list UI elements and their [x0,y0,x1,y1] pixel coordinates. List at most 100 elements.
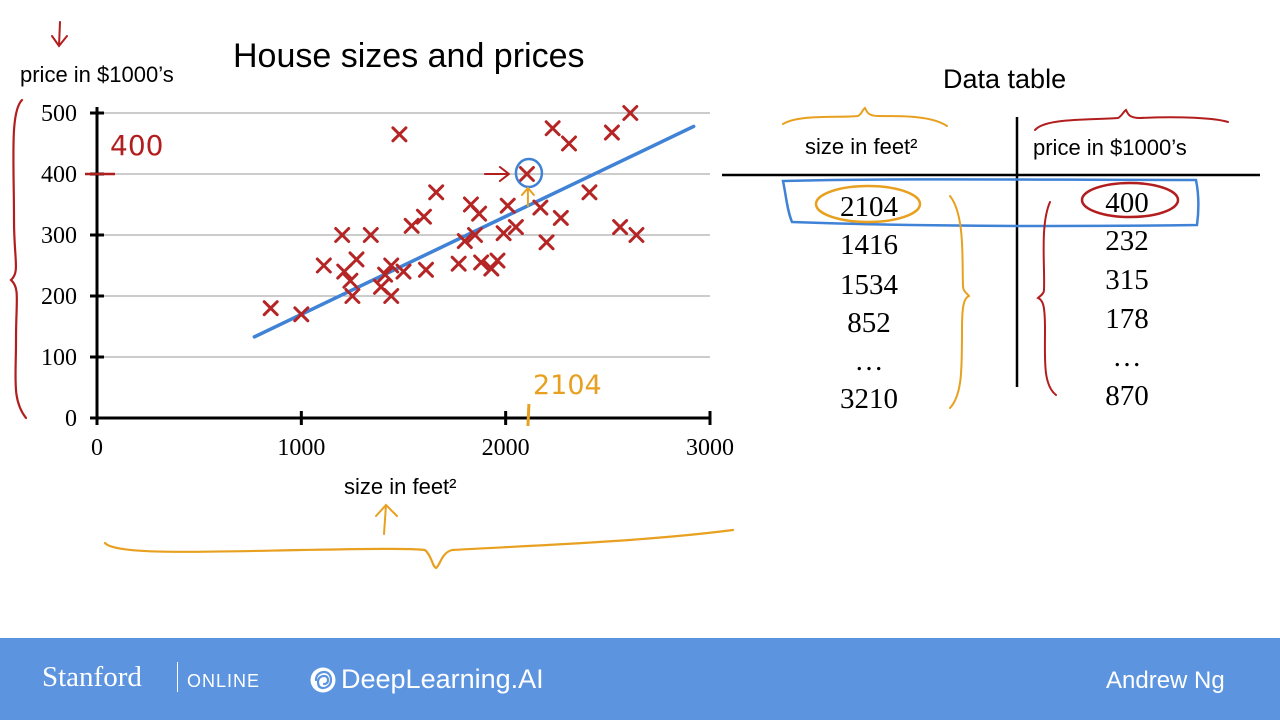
price-column-brace [1034,108,1229,131]
data-point-marker [473,254,490,271]
table-cell-size: 1534 [840,269,899,301]
y-value-annotation: 400 [110,129,163,162]
x-tick-label: 2000 [482,435,530,461]
data-point [552,209,569,226]
logo-separator [177,662,178,692]
data-point [334,227,351,243]
data-point [499,197,516,214]
table-cell-price: 870 [1105,380,1149,412]
x-value-marker [526,403,531,427]
table-row: 2104 400 [840,187,1149,223]
price-values-brace [1036,201,1057,396]
data-point-marker [581,184,598,201]
highlight-circle [514,157,544,189]
data-point [538,234,555,251]
data-point [315,257,332,274]
data-point-marker [489,252,506,269]
table-row: 3210 870 [840,380,1149,415]
data-point-marker [428,184,445,201]
deeplearning-logo-text: DeepLearning.AI [341,664,544,694]
data-point [561,135,578,152]
data-point-marker [552,209,569,226]
table-title: Data table [943,64,1066,94]
size-value-circle [814,184,922,224]
data-point [628,227,645,243]
data-point-marker [403,217,420,234]
data-point [581,184,598,201]
table-header-size: size in feet² [805,134,918,159]
data-point-marker [628,227,645,243]
data-point [262,300,279,317]
data-point [336,263,353,280]
data-point-marker [612,219,629,236]
y-axis-label: price in $1000’s [20,62,174,87]
data-point-marker [391,126,408,143]
axes: 0 100 200 300 400 500 0 1000 2000 3000 [41,101,734,461]
data-point-marker [293,306,310,323]
data-point-marker [417,261,434,278]
online-label: ONLINE [187,671,261,691]
data-point-marker [507,219,524,236]
data-point-marker [544,120,561,137]
deeplearning-logo-icon [310,667,336,693]
highlight-arrow-left [483,166,511,182]
data-point [293,306,310,323]
data-point [344,288,361,304]
y-tick-label: 0 [65,406,77,432]
footer-bar [0,638,1280,720]
y-tick-label: 300 [41,223,77,249]
data-point-marker [336,263,353,280]
data-point-marker [471,205,488,222]
table-cell-price: 232 [1105,225,1149,257]
data-point-marker [334,227,351,243]
y-tick-label: 200 [41,284,77,310]
y-tick-label: 400 [41,162,77,188]
y-tick-label: 500 [41,101,77,127]
data-point [495,225,512,242]
x-axis-label: size in feet² [344,474,457,499]
data-point-marker [538,234,555,251]
y-tick-label: 100 [41,345,77,371]
grid-lines [97,112,710,358]
x-tick-label: 3000 [686,435,734,461]
data-point [415,208,432,225]
data-point [362,227,379,243]
highlight-arrow-up [520,186,535,207]
data-point-marker [450,255,467,272]
author-name: Andrew Ng [1106,667,1225,694]
table-row: 1534 315 [840,264,1149,301]
data-point [391,126,408,143]
data-point-marker [532,199,549,216]
data-point [342,272,359,289]
size-values-brace [949,195,971,409]
data-point [377,266,394,283]
table-row: …… [855,341,1142,377]
data-point [622,105,639,121]
data-point [518,166,535,182]
data-point [532,199,549,216]
data-point-marker [622,105,639,121]
annotations: 400 2104 [85,129,602,427]
table-row: 852 178 [847,303,1149,339]
x-axis-brace [103,528,735,570]
data-point-marker [518,166,535,182]
data-point [544,120,561,137]
fit-line [252,124,696,339]
data-point [612,219,629,236]
x-label-pointer-arrow [375,503,398,535]
data-point-marker [499,197,516,214]
data-point [428,184,445,201]
data-point-marker [315,257,332,274]
data-point [348,251,365,268]
data-point-marker [603,124,620,141]
table-cell-size: … [855,345,884,377]
stanford-logo: Stanford [42,661,142,693]
y-label-pointer-arrow [51,21,68,48]
data-point [473,254,490,271]
data-point [450,255,467,272]
data-point-marker [377,266,394,283]
data-point-marker [495,225,512,242]
data-point-marker [262,300,279,317]
data-points [262,105,645,323]
